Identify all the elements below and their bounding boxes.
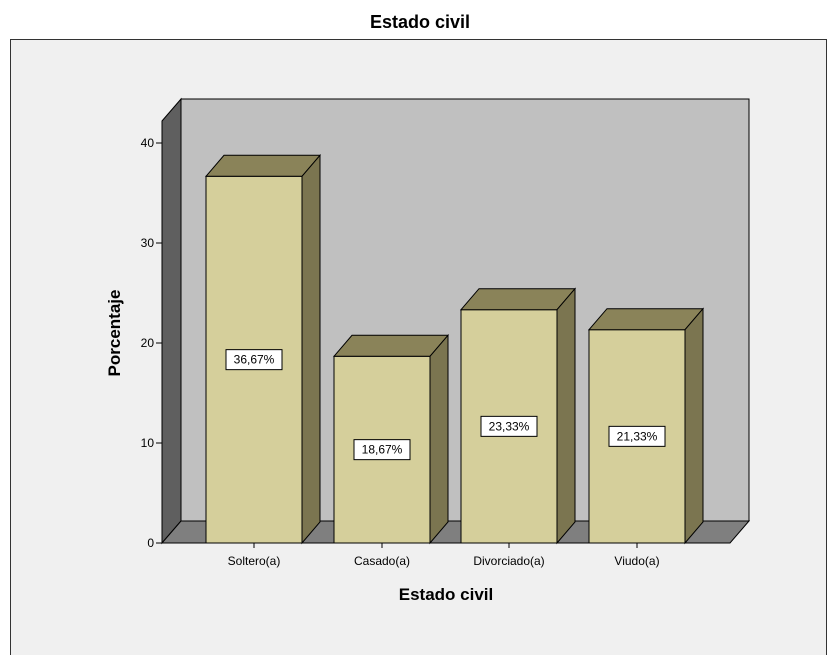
bar-side [684, 307, 704, 545]
x-axis-title: Estado civil [399, 585, 493, 604]
bar-group: 18,67% [332, 333, 450, 545]
bars: 36,67% 18,67% 23,33% 21,33% [204, 153, 705, 545]
y-tick-label: 40 [141, 136, 155, 150]
y-tick-label: 30 [141, 236, 155, 250]
data-label-box [480, 415, 538, 437]
data-label: 21,33% [617, 429, 658, 443]
bar-side [556, 287, 576, 545]
bar-side [301, 153, 321, 545]
x-tick-label: Soltero(a) [228, 554, 281, 568]
chart-title: Estado civil [370, 12, 470, 32]
bar-group: 23,33% [459, 287, 577, 545]
data-label: 18,67% [362, 443, 403, 457]
y-axis-title: Porcentaje [105, 290, 124, 377]
x-tick-label: Divorciado(a) [473, 554, 544, 568]
x-axis-ticks: Soltero(a) Casado(a) Divorciado(a) Viudo(a) [228, 543, 660, 568]
bar-group: 21,33% [587, 307, 705, 545]
x-tick-label: Casado(a) [354, 554, 410, 568]
y-axis: 0 10 20 30 40 [141, 121, 163, 550]
data-label: 36,67% [234, 353, 275, 367]
side-wall [161, 97, 182, 545]
bar-group: 36,67% [204, 153, 322, 545]
bar-top [204, 154, 322, 177]
y-tick-label: 10 [141, 436, 155, 450]
bar-side [429, 333, 449, 545]
y-tick-label: 0 [147, 536, 154, 550]
bar-top [459, 288, 577, 311]
data-label-box [353, 439, 411, 461]
data-label: 23,33% [489, 419, 530, 433]
bar-top [587, 308, 705, 331]
data-label-box [608, 425, 666, 447]
bar-top [332, 334, 450, 357]
y-tick-label: 20 [141, 336, 155, 350]
data-label-box [225, 349, 283, 371]
x-tick-label: Viudo(a) [614, 554, 659, 568]
